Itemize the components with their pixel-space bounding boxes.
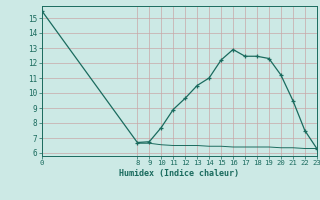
X-axis label: Humidex (Indice chaleur): Humidex (Indice chaleur)	[119, 169, 239, 178]
